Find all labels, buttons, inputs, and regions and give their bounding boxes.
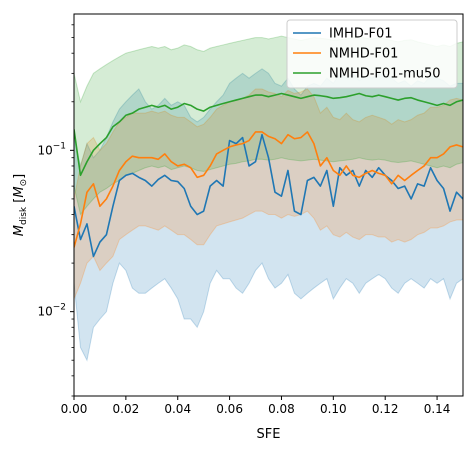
x-tick-label: 0.08 — [268, 402, 295, 416]
band-layer — [74, 35, 463, 362]
series-line-nmhd-f01 — [74, 131, 463, 248]
x-axis-label: SFE — [257, 427, 281, 442]
plot-frame — [73, 13, 464, 397]
legend-box — [286, 19, 458, 89]
legend-label: NMHD-F01 — [329, 47, 398, 62]
x-tick-label: 0.10 — [320, 402, 347, 416]
x-tick-label: 0.04 — [164, 402, 191, 416]
legend-label: IMHD-F01 — [329, 27, 393, 42]
y-axis-label-close-bracket: ] — [12, 174, 27, 179]
band-nmhd-f01 — [74, 88, 463, 300]
band-imhd-f01 — [74, 68, 463, 362]
y-tick-label: 10−2 — [37, 303, 66, 319]
y-axis-label-open-bracket: [ — [12, 198, 27, 207]
y-axis: 10−2 10−1 — [37, 24, 74, 397]
series-line-nmhd-f01-mu50 — [74, 92, 463, 177]
y-tick-label: 10−1 — [37, 141, 66, 157]
legend: IMHD-F01 NMHD-F01 NMHD-F01-mu50 — [286, 19, 458, 89]
x-tick-label: 0.14 — [424, 402, 451, 416]
x-tick-label: 0.00 — [61, 402, 88, 416]
x-axis: 0.00 0.02 0.04 0.06 0.08 0.10 0.12 0.14 — [61, 396, 451, 416]
series-layer — [74, 92, 463, 258]
y-axis-label-unit-sub: ⊙ — [19, 179, 29, 187]
y-axis-label-main: M — [12, 225, 27, 236]
legend-label: NMHD-F01-mu50 — [329, 67, 441, 82]
series-line-imhd-f01 — [74, 133, 463, 258]
y-axis-label: Mdisk [M⊙] — [12, 174, 29, 236]
x-tick-label: 0.12 — [372, 402, 399, 416]
x-tick-label: 0.02 — [113, 402, 140, 416]
y-axis-label-sub: disk — [19, 206, 29, 225]
x-tick-label: 0.06 — [216, 402, 243, 416]
y-axis-label-unit: M — [12, 186, 27, 197]
